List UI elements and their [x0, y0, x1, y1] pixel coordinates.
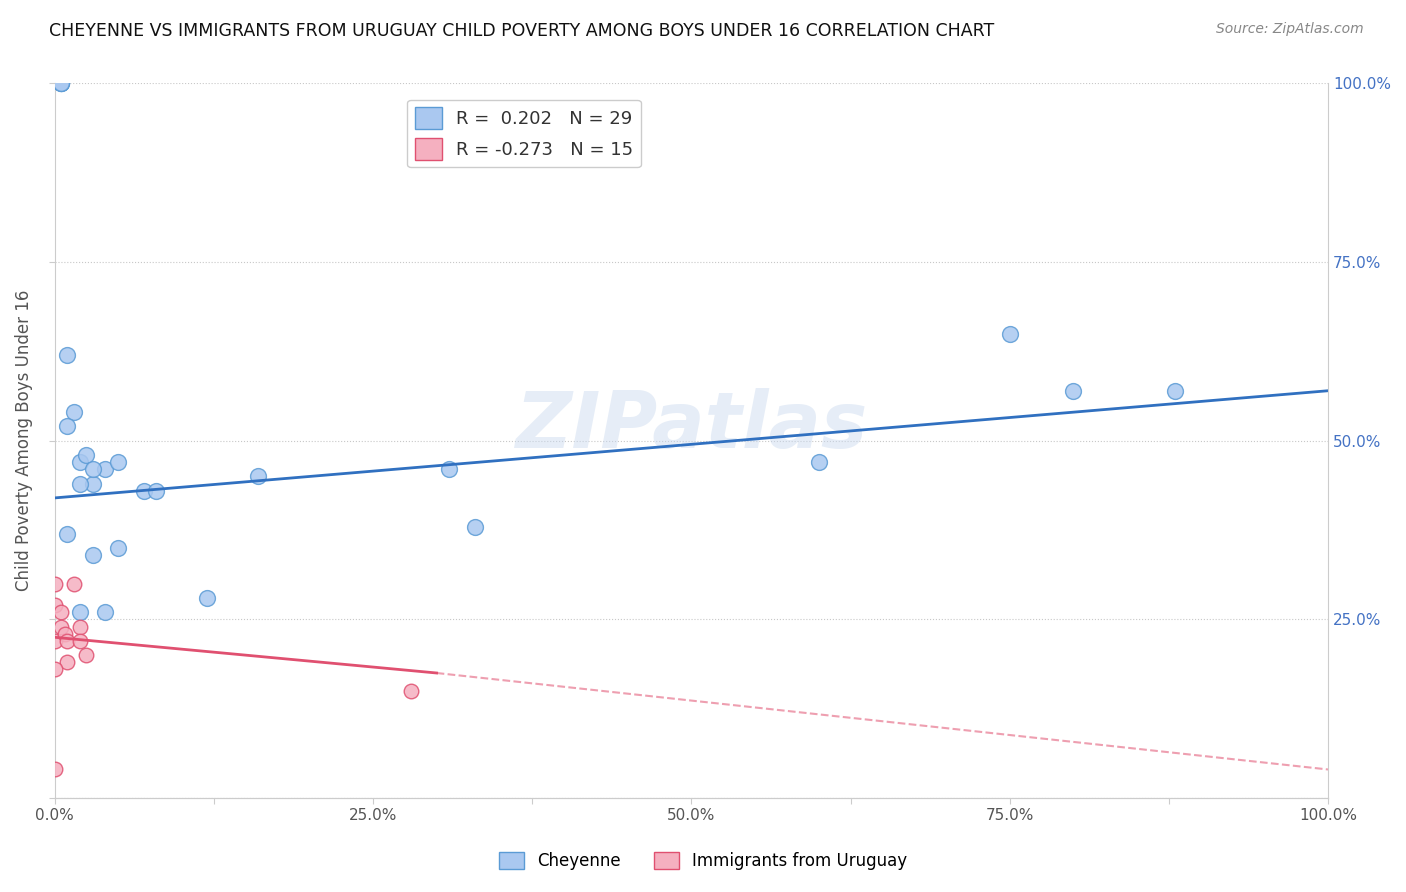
- Point: [1164, 384, 1187, 398]
- Point: [56, 633, 79, 648]
- Point: [82, 548, 104, 562]
- Point: [439, 462, 461, 476]
- Point: [75, 448, 97, 462]
- Point: [75, 648, 97, 662]
- Point: [195, 591, 218, 605]
- Point: [399, 684, 422, 698]
- Point: [94, 605, 117, 619]
- Point: [56, 419, 79, 434]
- Point: [69, 605, 91, 619]
- Point: [56, 526, 79, 541]
- Point: [49, 77, 72, 91]
- Text: Source: ZipAtlas.com: Source: ZipAtlas.com: [1216, 22, 1364, 37]
- Point: [49, 77, 72, 91]
- Point: [62, 405, 84, 419]
- Point: [82, 476, 104, 491]
- Point: [44, 576, 66, 591]
- Legend: R =  0.202   N = 29, R = -0.273   N = 15: R = 0.202 N = 29, R = -0.273 N = 15: [408, 100, 641, 167]
- Point: [82, 462, 104, 476]
- Point: [807, 455, 830, 469]
- Point: [464, 519, 486, 533]
- Point: [998, 326, 1021, 341]
- Point: [107, 455, 129, 469]
- Point: [247, 469, 270, 483]
- Legend: Cheyenne, Immigrants from Uruguay: Cheyenne, Immigrants from Uruguay: [492, 845, 914, 877]
- Text: ZIPatlas: ZIPatlas: [515, 388, 868, 465]
- Point: [49, 77, 72, 91]
- Point: [44, 662, 66, 676]
- Point: [62, 576, 84, 591]
- Point: [69, 455, 91, 469]
- Point: [1062, 384, 1084, 398]
- Point: [53, 626, 76, 640]
- Y-axis label: Child Poverty Among Boys Under 16: Child Poverty Among Boys Under 16: [15, 290, 32, 591]
- Point: [69, 619, 91, 633]
- Point: [44, 763, 66, 777]
- Text: CHEYENNE VS IMMIGRANTS FROM URUGUAY CHILD POVERTY AMONG BOYS UNDER 16 CORRELATIO: CHEYENNE VS IMMIGRANTS FROM URUGUAY CHIL…: [49, 22, 994, 40]
- Point: [107, 541, 129, 555]
- Point: [69, 633, 91, 648]
- Point: [44, 598, 66, 612]
- Point: [145, 483, 167, 498]
- Point: [49, 77, 72, 91]
- Point: [44, 633, 66, 648]
- Point: [69, 476, 91, 491]
- Point: [49, 619, 72, 633]
- Point: [132, 483, 155, 498]
- Point: [56, 348, 79, 362]
- Point: [49, 605, 72, 619]
- Point: [56, 655, 79, 669]
- Point: [94, 462, 117, 476]
